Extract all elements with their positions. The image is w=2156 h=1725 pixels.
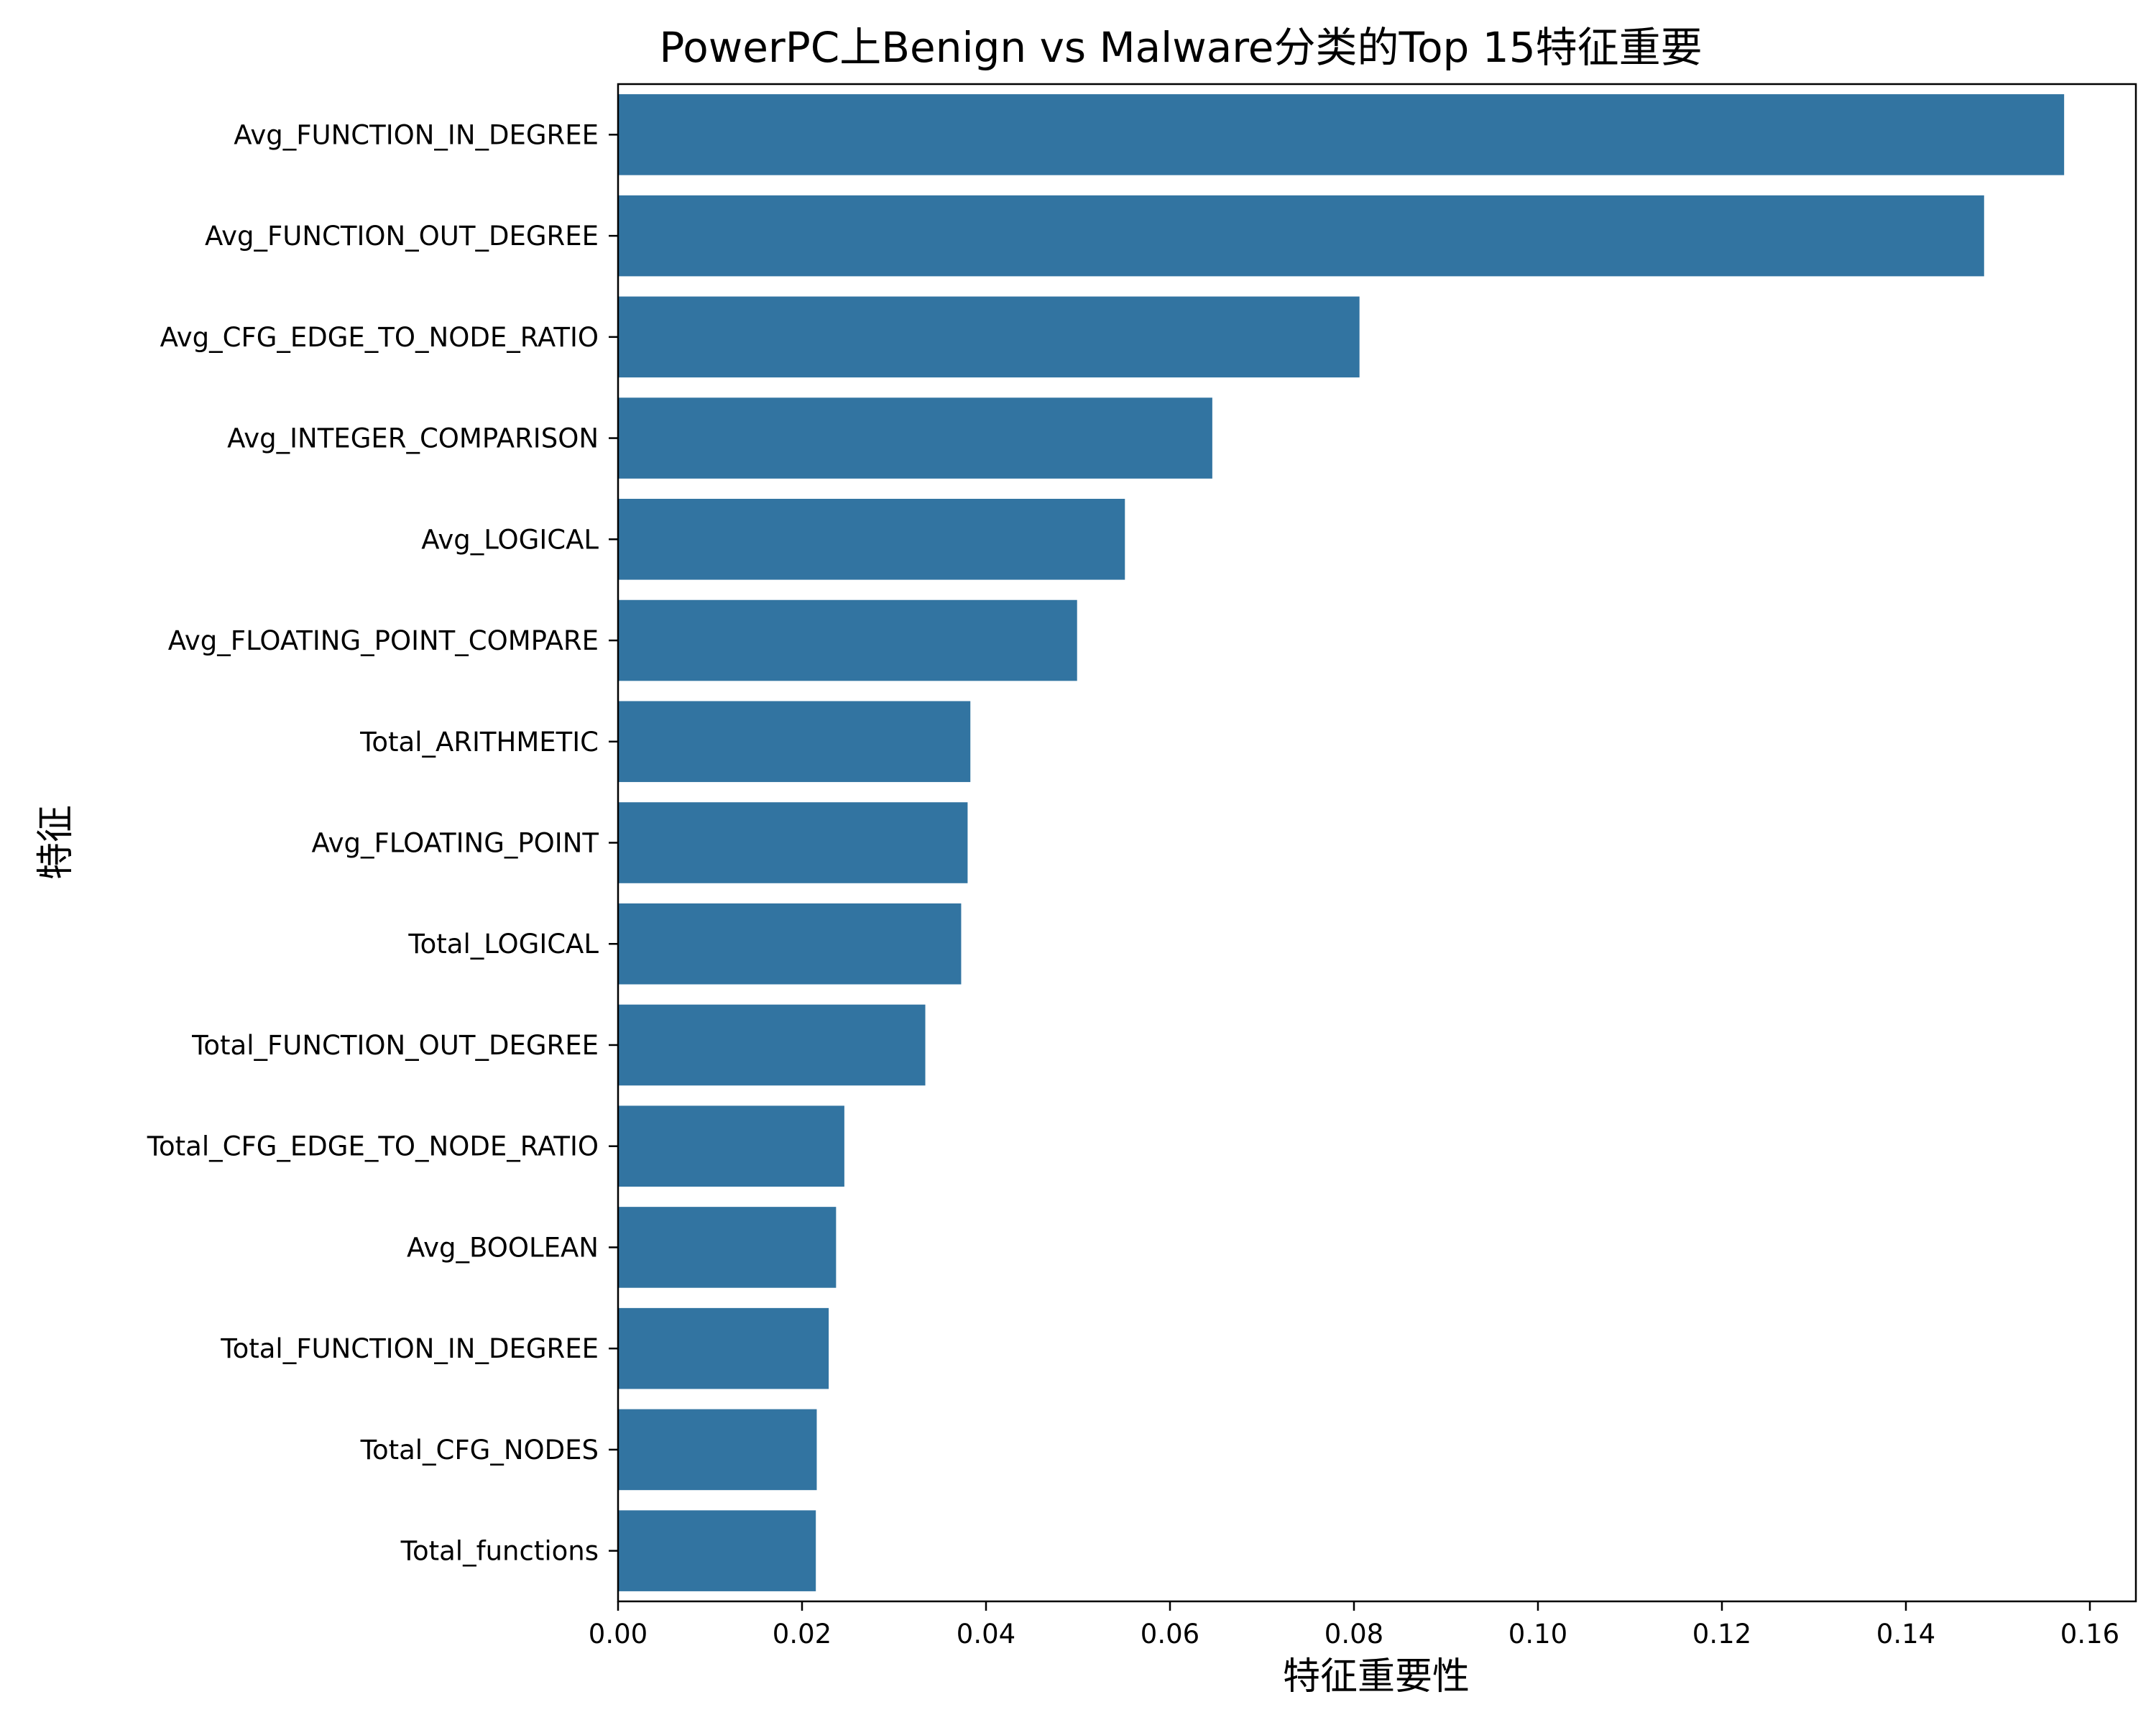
- x-tick-label: 0.14: [1876, 1619, 1935, 1650]
- bar-avg-function-in-degree: [618, 94, 2065, 175]
- chart-title: PowerPC上Benign vs Malware分类的Top 15特征重要: [659, 23, 1702, 72]
- bar-total-cfg-nodes: [618, 1409, 817, 1491]
- x-tick-label: 0.02: [773, 1619, 831, 1650]
- y-tick-label: Avg_FUNCTION_OUT_DEGREE: [205, 221, 599, 252]
- x-ticks-layer: 0.00 0.02 0.04 0.06 0.08 0.10 0.12 0.14 0.16: [589, 1601, 2119, 1650]
- y-tick-label: Avg_FLOATING_POINT: [311, 828, 599, 859]
- y-axis-label: 特征: [34, 805, 78, 880]
- bars-layer: [618, 94, 2065, 1591]
- y-tick-label: Total_CFG_EDGE_TO_NODE_RATIO: [147, 1131, 599, 1162]
- bar-total-functions: [618, 1510, 816, 1591]
- bar-total-function-out-degree: [618, 1004, 926, 1086]
- y-tick-label: Avg_BOOLEAN: [407, 1232, 599, 1263]
- bar-avg-cfg-edge-to-node-ratio: [618, 296, 1360, 378]
- x-tick-label: 0.16: [2060, 1619, 2119, 1650]
- y-tick-label: Avg_CFG_EDGE_TO_NODE_RATIO: [160, 322, 599, 353]
- x-axis-label: 特征重要性: [1283, 1655, 1470, 1698]
- y-ticks-layer: Avg_FUNCTION_IN_DEGREE Avg_FUNCTION_OUT_D…: [147, 119, 618, 1567]
- y-tick-label: Avg_INTEGER_COMPARISON: [227, 423, 599, 454]
- bar-avg-logical: [618, 499, 1125, 580]
- y-tick-label: Total_CFG_NODES: [360, 1435, 599, 1466]
- bar-avg-boolean: [618, 1207, 837, 1288]
- bar-total-logical: [618, 903, 962, 985]
- y-tick-label: Total_FUNCTION_OUT_DEGREE: [191, 1030, 599, 1061]
- x-tick-label: 0.10: [1508, 1619, 1567, 1650]
- y-tick-label: Total_FUNCTION_IN_DEGREE: [220, 1333, 599, 1364]
- y-tick-label: Total_LOGICAL: [407, 929, 599, 960]
- bar-avg-floating-point: [618, 802, 968, 883]
- y-tick-label: Total_functions: [400, 1536, 599, 1567]
- y-tick-label: Avg_FUNCTION_IN_DEGREE: [234, 119, 599, 150]
- bar-avg-floating-point-compare: [618, 599, 1077, 681]
- bar-avg-integer-comparison: [618, 397, 1212, 479]
- x-tick-label: 0.04: [957, 1619, 1015, 1650]
- x-tick-label: 0.00: [589, 1619, 648, 1650]
- x-tick-label: 0.06: [1141, 1619, 1199, 1650]
- bar-avg-function-out-degree: [618, 195, 1984, 277]
- bar-total-function-in-degree: [618, 1307, 829, 1389]
- y-tick-label: Total_ARITHMETIC: [359, 727, 599, 758]
- y-tick-label: Avg_LOGICAL: [421, 524, 599, 555]
- bar-total-cfg-edge-to-node-ratio: [618, 1105, 844, 1187]
- y-tick-label: Avg_FLOATING_POINT_COMPARE: [168, 625, 599, 656]
- x-tick-label: 0.12: [1692, 1619, 1751, 1650]
- bar-total-arithmetic: [618, 701, 971, 783]
- x-tick-label: 0.08: [1325, 1619, 1383, 1650]
